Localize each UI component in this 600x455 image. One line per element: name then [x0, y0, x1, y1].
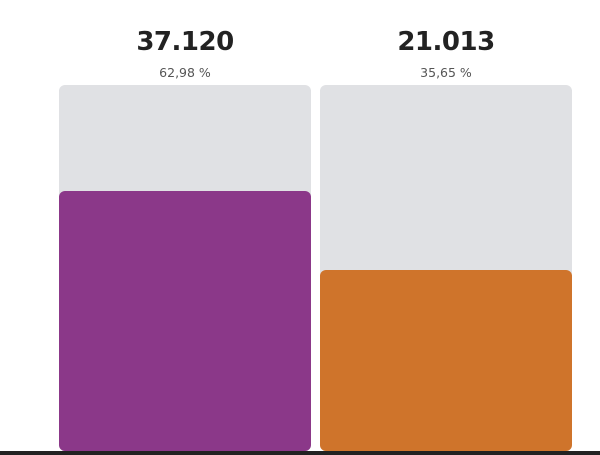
- bar-column-2: 21.013 35,65 %: [320, 0, 572, 455]
- bar-column-1: 37.120 62,98 %: [59, 0, 311, 455]
- bar-1-percent: 62,98 %: [159, 65, 211, 80]
- bar-2-value: 21.013: [397, 27, 495, 57]
- bar-2-fill: [320, 269, 572, 451]
- bar-1-value: 37.120: [136, 27, 234, 57]
- bar-1-fill: [59, 191, 311, 451]
- bar-2-percent: 35,65 %: [420, 65, 472, 80]
- bar-2-track: [320, 85, 572, 451]
- bar-1-track: [59, 85, 311, 451]
- baseline: [0, 451, 600, 455]
